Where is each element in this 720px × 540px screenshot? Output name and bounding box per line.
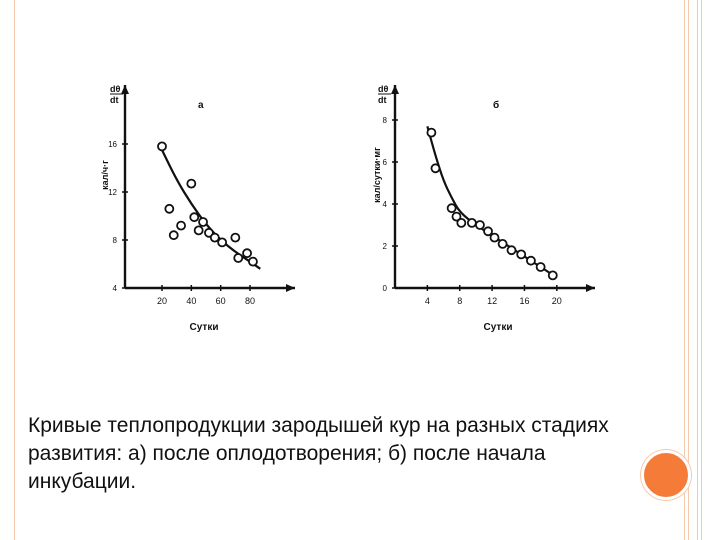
slide-frame-band-inner bbox=[688, 0, 697, 540]
data-point bbox=[242, 248, 252, 259]
data-point bbox=[430, 163, 441, 174]
slide-caption: Кривые теплопродукции зародышей кур на р… bbox=[28, 414, 609, 493]
data-point bbox=[193, 225, 204, 236]
data-point bbox=[535, 262, 546, 272]
y-tick-label: 6 bbox=[383, 158, 388, 167]
x-tick-label: 40 bbox=[186, 296, 196, 306]
y-axis-derivative-numerator: dθ bbox=[378, 84, 388, 94]
data-point bbox=[168, 230, 179, 241]
x-tick-label: 80 bbox=[245, 296, 255, 306]
y-tick-label: 2 bbox=[383, 242, 388, 251]
data-point bbox=[516, 249, 527, 260]
x-tick-label: 12 bbox=[487, 296, 497, 306]
data-point bbox=[547, 270, 558, 281]
slide-frame-band bbox=[684, 0, 702, 540]
data-point bbox=[446, 203, 457, 214]
x-axis-label: Сутки bbox=[484, 322, 513, 333]
x-tick-label: 8 bbox=[457, 296, 462, 306]
data-point bbox=[189, 212, 200, 223]
y-tick-label: 0 bbox=[383, 284, 388, 293]
data-point bbox=[233, 253, 244, 263]
data-point bbox=[186, 178, 197, 189]
data-point bbox=[248, 256, 258, 267]
y-axis-arrow bbox=[121, 85, 129, 94]
y-axis-label: кал/сутки·мг bbox=[372, 147, 382, 203]
data-point bbox=[217, 237, 228, 248]
data-point bbox=[157, 141, 167, 152]
data-point bbox=[426, 127, 437, 138]
data-point bbox=[176, 220, 186, 231]
x-tick-label: 20 bbox=[157, 296, 167, 306]
slide-frame bbox=[14, 0, 698, 540]
data-point bbox=[456, 217, 467, 228]
x-tick-label: 60 bbox=[216, 296, 226, 306]
y-tick-label: 16 bbox=[108, 140, 117, 149]
data-point bbox=[209, 232, 220, 243]
fit-curve bbox=[426, 126, 558, 279]
data-point bbox=[489, 232, 500, 243]
y-axis-arrow bbox=[391, 85, 399, 94]
x-tick-label: 20 bbox=[552, 296, 562, 306]
y-tick-label: 4 bbox=[113, 284, 118, 293]
y-axis-derivative-numerator: dθ bbox=[110, 84, 120, 94]
data-point bbox=[230, 232, 241, 243]
y-tick-label: 4 bbox=[383, 200, 388, 209]
data-point bbox=[506, 245, 517, 256]
chart-title: а bbox=[198, 100, 204, 111]
x-axis-label: Сутки bbox=[190, 322, 219, 333]
data-point bbox=[198, 217, 208, 227]
y-axis-label: кал/ч·г bbox=[100, 160, 110, 190]
data-point bbox=[475, 220, 485, 230]
x-tick-label: 16 bbox=[519, 296, 529, 306]
y-axis-derivative-denominator: dt bbox=[110, 95, 119, 105]
y-tick-label: 12 bbox=[108, 188, 117, 197]
y-tick-label: 8 bbox=[383, 116, 388, 125]
data-point bbox=[164, 203, 175, 214]
data-point bbox=[466, 217, 477, 228]
chart-title: б bbox=[493, 99, 499, 111]
x-axis-arrow bbox=[586, 284, 595, 292]
data-point bbox=[483, 226, 493, 237]
data-point bbox=[497, 238, 508, 249]
x-axis-arrow bbox=[286, 284, 295, 292]
x-tick-label: 4 bbox=[425, 296, 430, 306]
data-point bbox=[451, 211, 462, 222]
data-point bbox=[526, 255, 536, 266]
y-axis-derivative-denominator: dt bbox=[378, 95, 387, 105]
y-tick-label: 8 bbox=[113, 236, 118, 245]
decorative-circle bbox=[641, 450, 691, 500]
